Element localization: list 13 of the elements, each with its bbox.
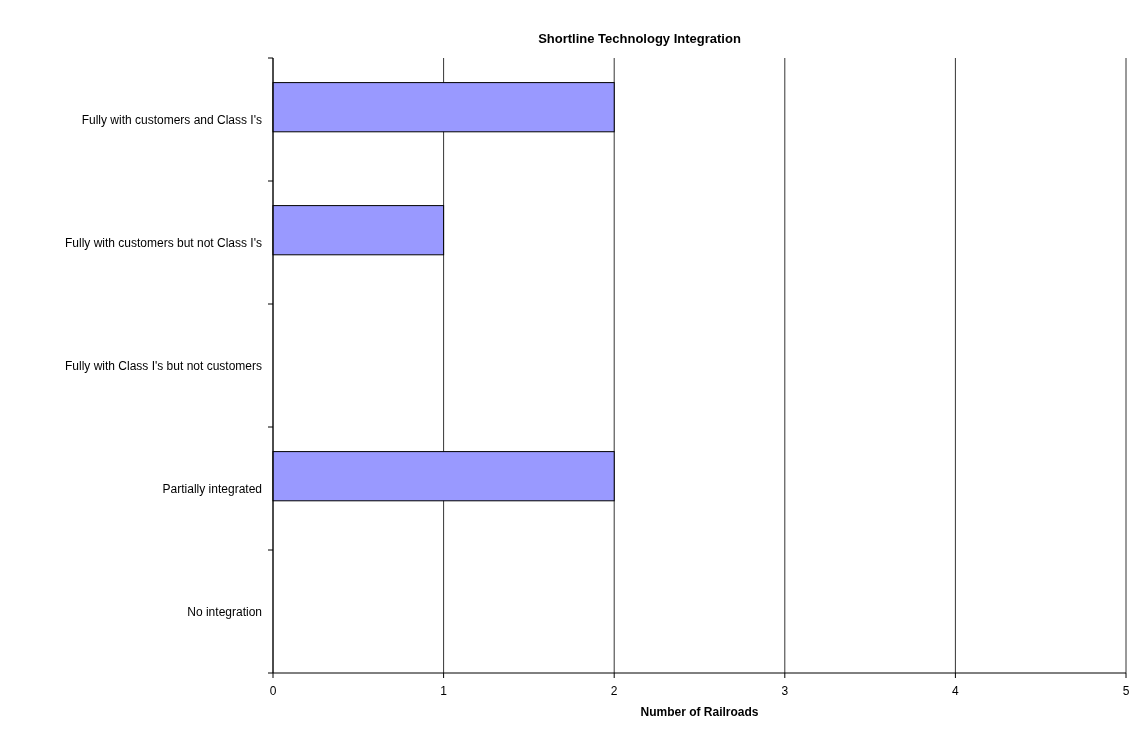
x-tick-label: 3 xyxy=(781,684,789,698)
y-tick-label: Fully with customers and Class I's xyxy=(81,112,262,127)
x-tick-label: 0 xyxy=(269,684,277,698)
y-tick-label: Partially integrated xyxy=(162,481,262,496)
y-tick-label: No integration xyxy=(187,604,262,619)
x-axis-title: Number of Railroads xyxy=(640,705,759,719)
x-tick-label: 5 xyxy=(1122,684,1130,698)
x-tick-label: 4 xyxy=(952,684,960,698)
x-tick-label: 2 xyxy=(610,684,618,698)
y-tick-label: Fully with Class I's but not customers xyxy=(64,358,262,373)
y-tick-label: Fully with customers but not Class I's xyxy=(64,235,262,250)
chart-title: Shortline Technology Integration xyxy=(538,31,741,46)
x-tick-label: 1 xyxy=(440,684,448,698)
